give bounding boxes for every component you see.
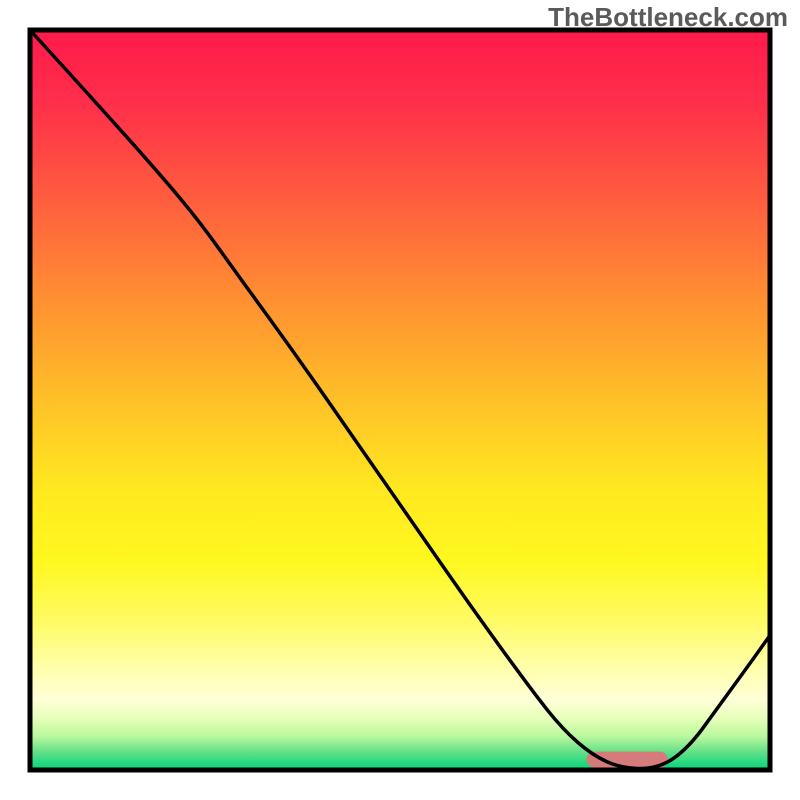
gradient-chart <box>0 0 800 800</box>
chart-container: TheBottleneck.com <box>0 0 800 800</box>
watermark-text: TheBottleneck.com <box>548 2 788 33</box>
gradient-background <box>30 30 770 770</box>
